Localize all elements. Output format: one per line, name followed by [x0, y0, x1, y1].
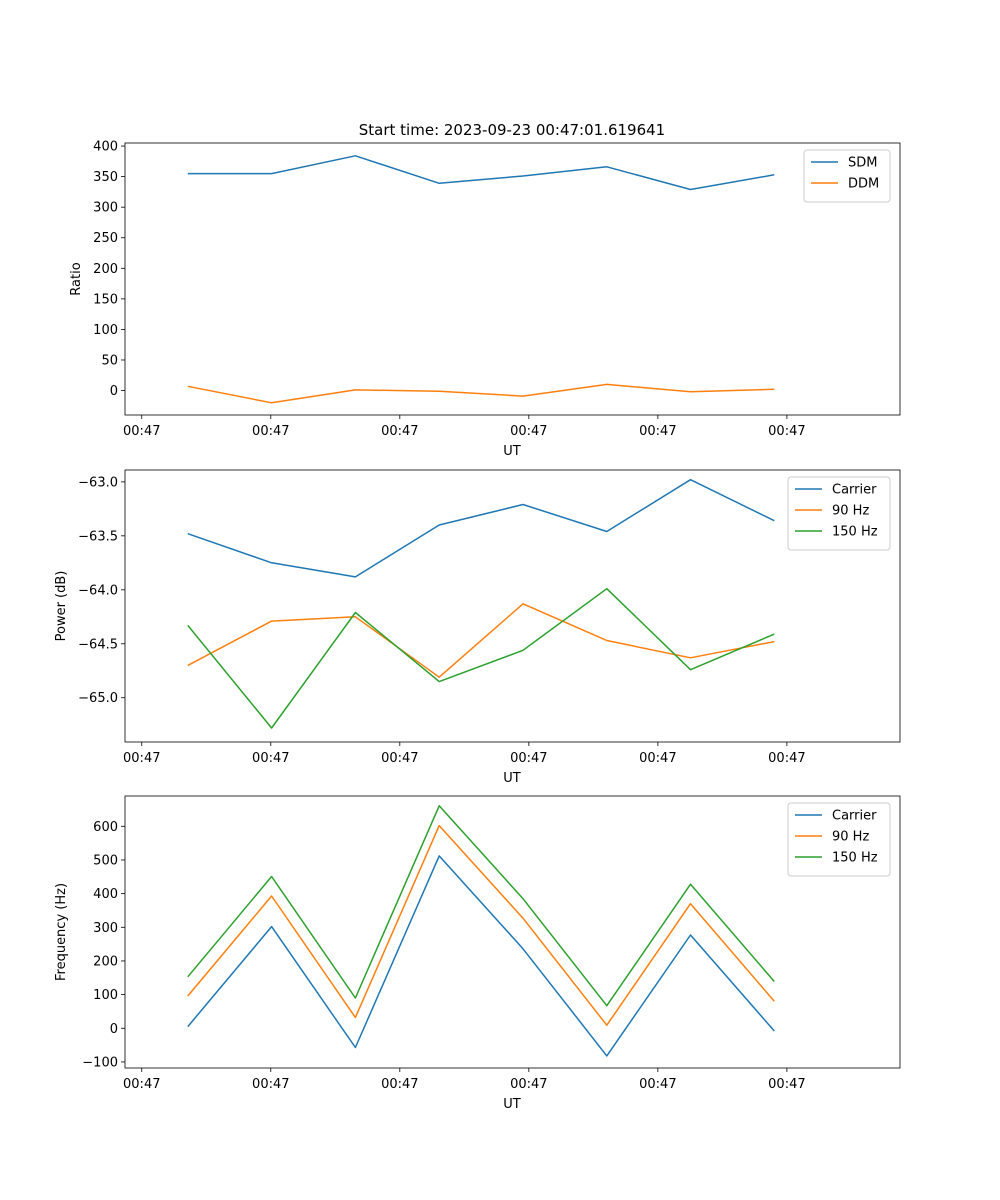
- x-tick-label: 00:47: [639, 1077, 676, 1092]
- y-tick-label: 150: [93, 292, 118, 307]
- y-tick-label: 250: [93, 231, 118, 246]
- y-tick-label: 0: [110, 1022, 118, 1037]
- legend-label: 90 Hz: [832, 830, 869, 845]
- x-tick-label: 00:47: [639, 424, 676, 439]
- x-tick-label: 00:47: [381, 751, 418, 766]
- chart-panel-2: 00:47 00:47 00:47 00:47 00:47 00:47 −63.0 −63.5…: [54, 469, 901, 786]
- legend-label: Carrier: [832, 483, 877, 498]
- legend-label: 90 Hz: [832, 504, 869, 519]
- x-axis-label: UT: [503, 444, 521, 459]
- x-axis-label: UT: [503, 771, 521, 786]
- series-line-sdm: [187, 155, 775, 191]
- y-tick-label: −63.0: [78, 475, 118, 490]
- plot-frame: [124, 469, 901, 743]
- x-tick-label: 00:47: [768, 751, 805, 766]
- x-tick-label: 00:47: [381, 424, 418, 439]
- legend-label: DDM: [848, 177, 879, 192]
- x-tick-label: 00:47: [381, 1077, 418, 1092]
- figure-title: Start time: 2023-09-23 00:47:01.619641: [359, 121, 665, 139]
- x-tick-label: 00:47: [252, 1077, 289, 1092]
- y-tick-label: 100: [93, 323, 118, 338]
- plot-frame: [124, 795, 901, 1069]
- y-axis-label: Frequency (Hz): [54, 883, 69, 981]
- y-axis-label: Ratio: [69, 262, 84, 295]
- plot-frame: [124, 142, 901, 416]
- x-tick-label: 00:47: [768, 424, 805, 439]
- x-tick-label: 00:47: [252, 424, 289, 439]
- x-tick-label: 00:47: [510, 1077, 547, 1092]
- x-axis-label: UT: [503, 1097, 521, 1112]
- series-line-90-hz: [187, 603, 775, 678]
- y-tick-label: 50: [101, 353, 118, 368]
- chart-panels: 00:47 00:47 00:47 00:47 00:47 00:47 0 50 100 150 2…: [54, 140, 901, 1112]
- y-tick-label: 300: [93, 921, 118, 936]
- legend-label: SDM: [848, 156, 877, 171]
- legend-box: [803, 149, 891, 203]
- x-tick-label: 00:47: [639, 751, 676, 766]
- series-line-150-hz: [187, 587, 775, 729]
- x-tick-label: 00:47: [510, 424, 547, 439]
- y-tick-label: 600: [93, 820, 118, 835]
- y-axis-label: Power (dB): [54, 571, 69, 642]
- series-line-90-hz: [187, 824, 775, 1026]
- x-tick-label: 00:47: [252, 751, 289, 766]
- y-tick-label: 0: [110, 384, 118, 399]
- x-tick-label: 00:47: [510, 751, 547, 766]
- y-tick-label: 400: [93, 140, 118, 155]
- y-tick-label: 400: [93, 887, 118, 902]
- y-tick-label: 200: [93, 262, 118, 277]
- series-line-150-hz: [187, 805, 775, 1007]
- x-tick-label: 00:47: [768, 1077, 805, 1092]
- y-tick-label: 350: [93, 170, 118, 185]
- y-tick-label: 500: [93, 853, 118, 868]
- legend-label: Carrier: [832, 809, 877, 824]
- y-tick-label: 300: [93, 201, 118, 216]
- chart-panel-1: 00:47 00:47 00:47 00:47 00:47 00:47 0 50 100 150 2…: [69, 140, 901, 459]
- x-tick-label: 00:47: [123, 751, 160, 766]
- x-tick-label: 00:47: [123, 424, 160, 439]
- legend-label: 150 Hz: [832, 851, 878, 866]
- y-tick-label: −65.0: [78, 691, 118, 706]
- y-tick-label: −63.5: [78, 529, 118, 544]
- y-tick-label: 200: [93, 954, 118, 969]
- x-tick-label: 00:47: [123, 1077, 160, 1092]
- series-line-carrier: [187, 478, 775, 578]
- y-tick-label: −100: [82, 1055, 118, 1070]
- legend-label: 150 Hz: [832, 525, 878, 540]
- y-tick-label: −64.5: [78, 637, 118, 652]
- series-line-ddm: [187, 383, 775, 404]
- y-tick-label: −64.0: [78, 583, 118, 598]
- y-tick-label: 100: [93, 988, 118, 1003]
- series-line-carrier: [187, 855, 775, 1057]
- chart-panel-3: 00:47 00:47 00:47 00:47 00:47 00:47 −100 0 100 20…: [54, 795, 901, 1112]
